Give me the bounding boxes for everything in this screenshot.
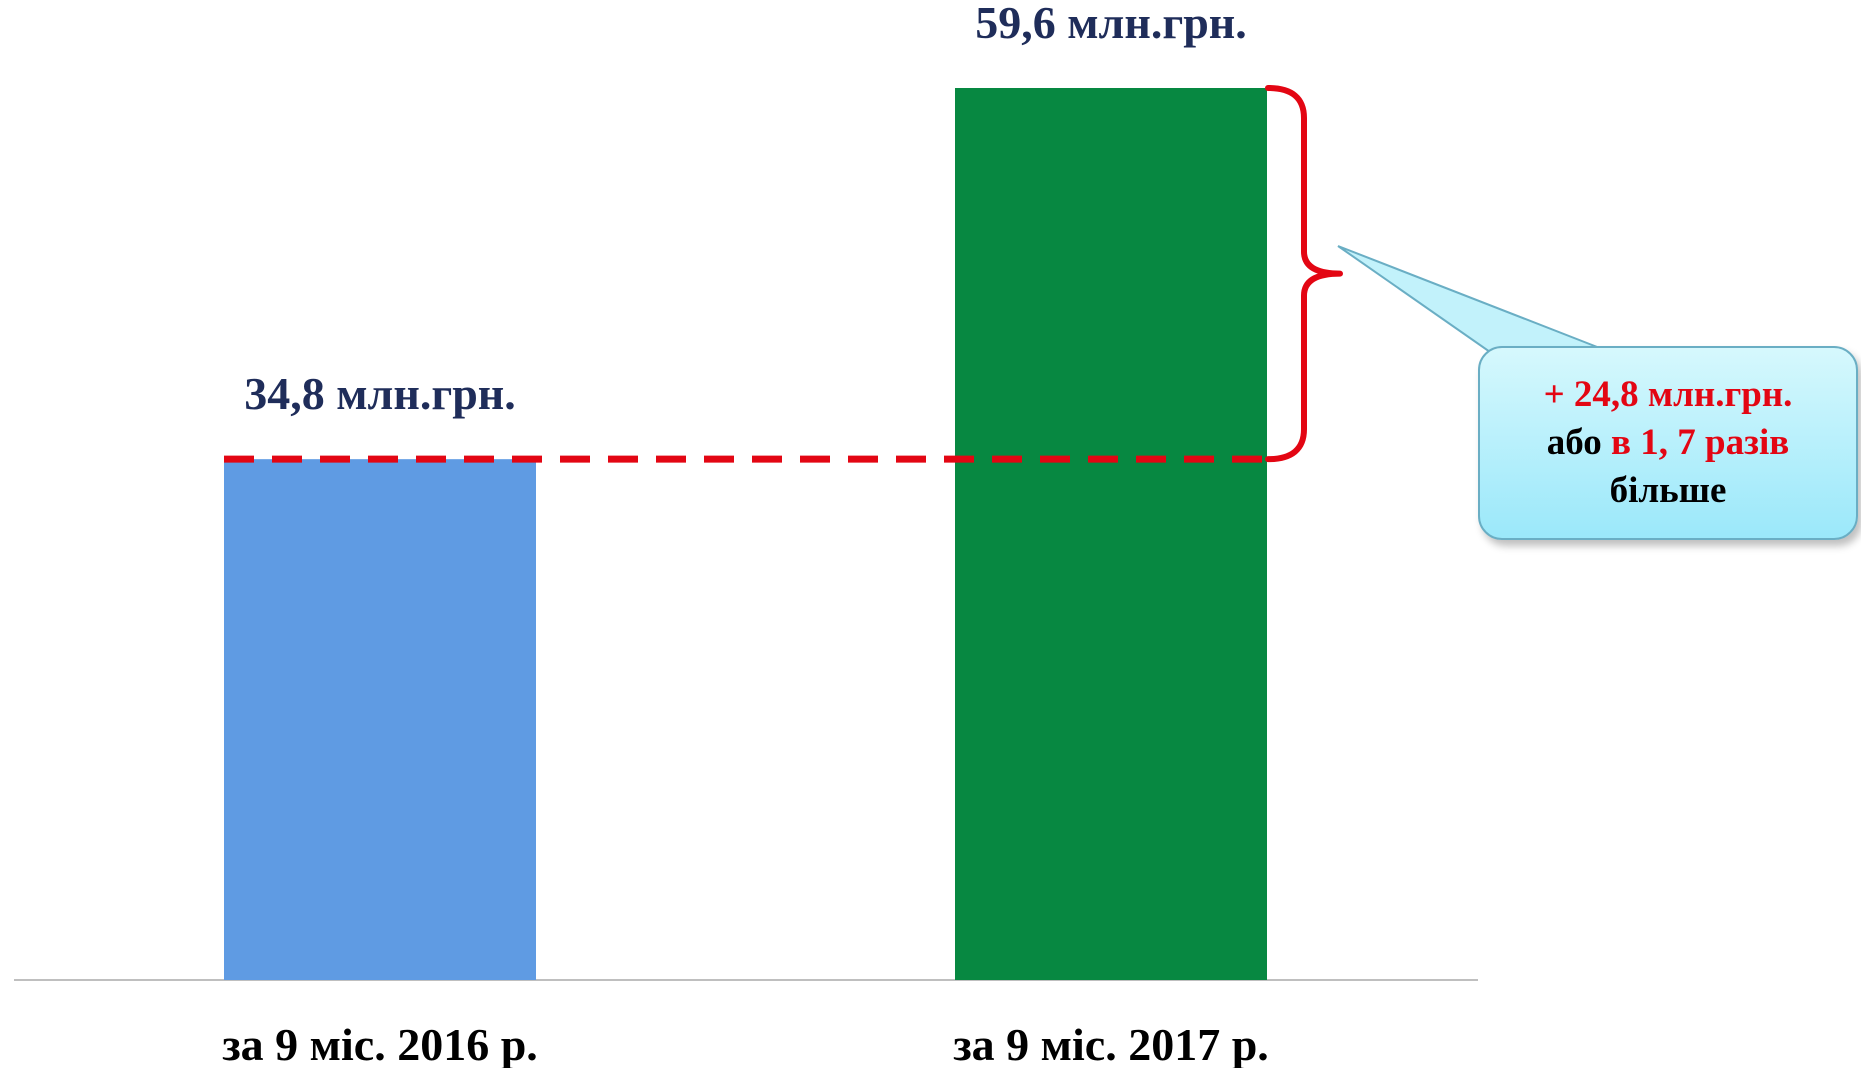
callout-more-text: більше: [1609, 470, 1727, 511]
value-label-2016: 34,8 млн.грн.: [244, 368, 516, 419]
difference-callout: + 24,8 млн.грн. або в 1, 7 разів більше: [1478, 346, 1858, 540]
value-label-2017: 59,6 млн.грн.: [975, 0, 1247, 48]
callout-ratio-text: в 1, 7 разів: [1611, 422, 1790, 463]
category-label-2016: за 9 міс. 2016 р.: [222, 1019, 538, 1068]
difference-brace: [1265, 85, 1343, 463]
bar-2017: [955, 88, 1267, 980]
category-label-2017: за 9 міс. 2017 р.: [953, 1019, 1269, 1068]
bar-2016: [224, 459, 536, 980]
callout-ratio-line: або в 1, 7 разів: [1547, 419, 1789, 467]
callout-increase-text: + 24,8 млн.грн.: [1543, 374, 1793, 415]
callout-or-word: або: [1546, 422, 1602, 463]
callout-pointer: [1337, 245, 1611, 353]
